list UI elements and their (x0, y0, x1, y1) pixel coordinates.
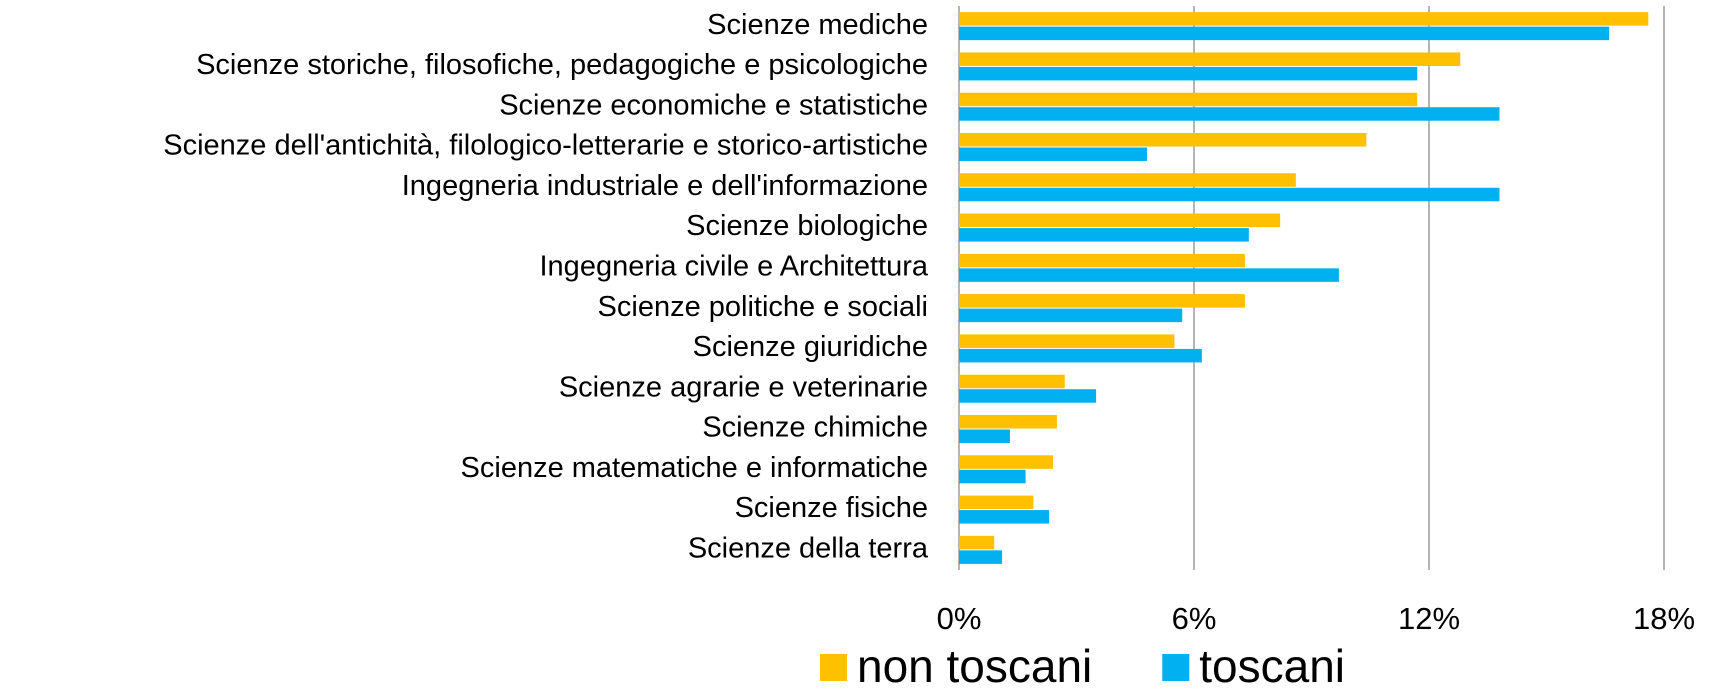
bar (959, 429, 1010, 443)
legend-label: non toscani (857, 640, 1092, 691)
x-tick-label: 6% (1172, 601, 1217, 636)
x-tick-label: 18% (1633, 601, 1695, 636)
bar (959, 415, 1057, 429)
bar (959, 12, 1649, 26)
bar (959, 92, 1418, 107)
y-tick-label: Ingegneria civile e Architettura (540, 251, 929, 283)
bar (959, 535, 995, 550)
bar (959, 187, 1500, 202)
bar (959, 510, 1050, 524)
y-tick-label: Scienze giuridiche (693, 331, 928, 363)
bar (959, 173, 1296, 187)
bar (959, 550, 1003, 564)
bar (959, 294, 1245, 308)
y-tick-label: Scienze fisiche (735, 492, 928, 524)
bar (959, 133, 1367, 147)
y-tick-label: Ingegneria industriale e dell'informazio… (402, 170, 928, 202)
bar (959, 213, 1281, 228)
y-tick-label: Scienze economiche e statistiche (499, 89, 928, 121)
legend-swatch (820, 654, 847, 681)
bar (959, 66, 1418, 81)
y-tick-label: Scienze biologiche (686, 210, 928, 242)
x-tick-label: 12% (1398, 601, 1460, 636)
bar (959, 228, 1249, 242)
bar (959, 455, 1053, 469)
y-tick-label: Scienze dell'antichità, filologico-lette… (163, 130, 928, 162)
bar (959, 107, 1500, 121)
bar (959, 374, 1065, 389)
legend-swatch (1162, 654, 1190, 681)
legend-label: toscani (1199, 640, 1345, 691)
y-tick-label: Scienze della terra (688, 533, 929, 565)
y-tick-label: Scienze chimiche (702, 412, 928, 444)
bar (959, 495, 1034, 510)
bar (959, 334, 1175, 348)
bar (959, 268, 1339, 282)
bar (959, 348, 1202, 363)
bar (959, 26, 1610, 41)
bar (959, 147, 1147, 161)
x-tick-label: 0% (937, 601, 982, 636)
bar (959, 52, 1461, 66)
y-tick-label: Scienze agrarie e veterinarie (559, 371, 928, 403)
bar (959, 389, 1097, 403)
y-tick-label: Scienze storiche, filosofiche, pedagogic… (196, 49, 928, 81)
y-tick-label: Scienze mediche (707, 9, 928, 41)
y-tick-label: Scienze politiche e sociali (598, 291, 928, 323)
y-tick-label: Scienze matematiche e informatiche (461, 452, 928, 484)
bar (959, 469, 1026, 484)
bar (959, 308, 1183, 323)
bar (959, 253, 1245, 268)
